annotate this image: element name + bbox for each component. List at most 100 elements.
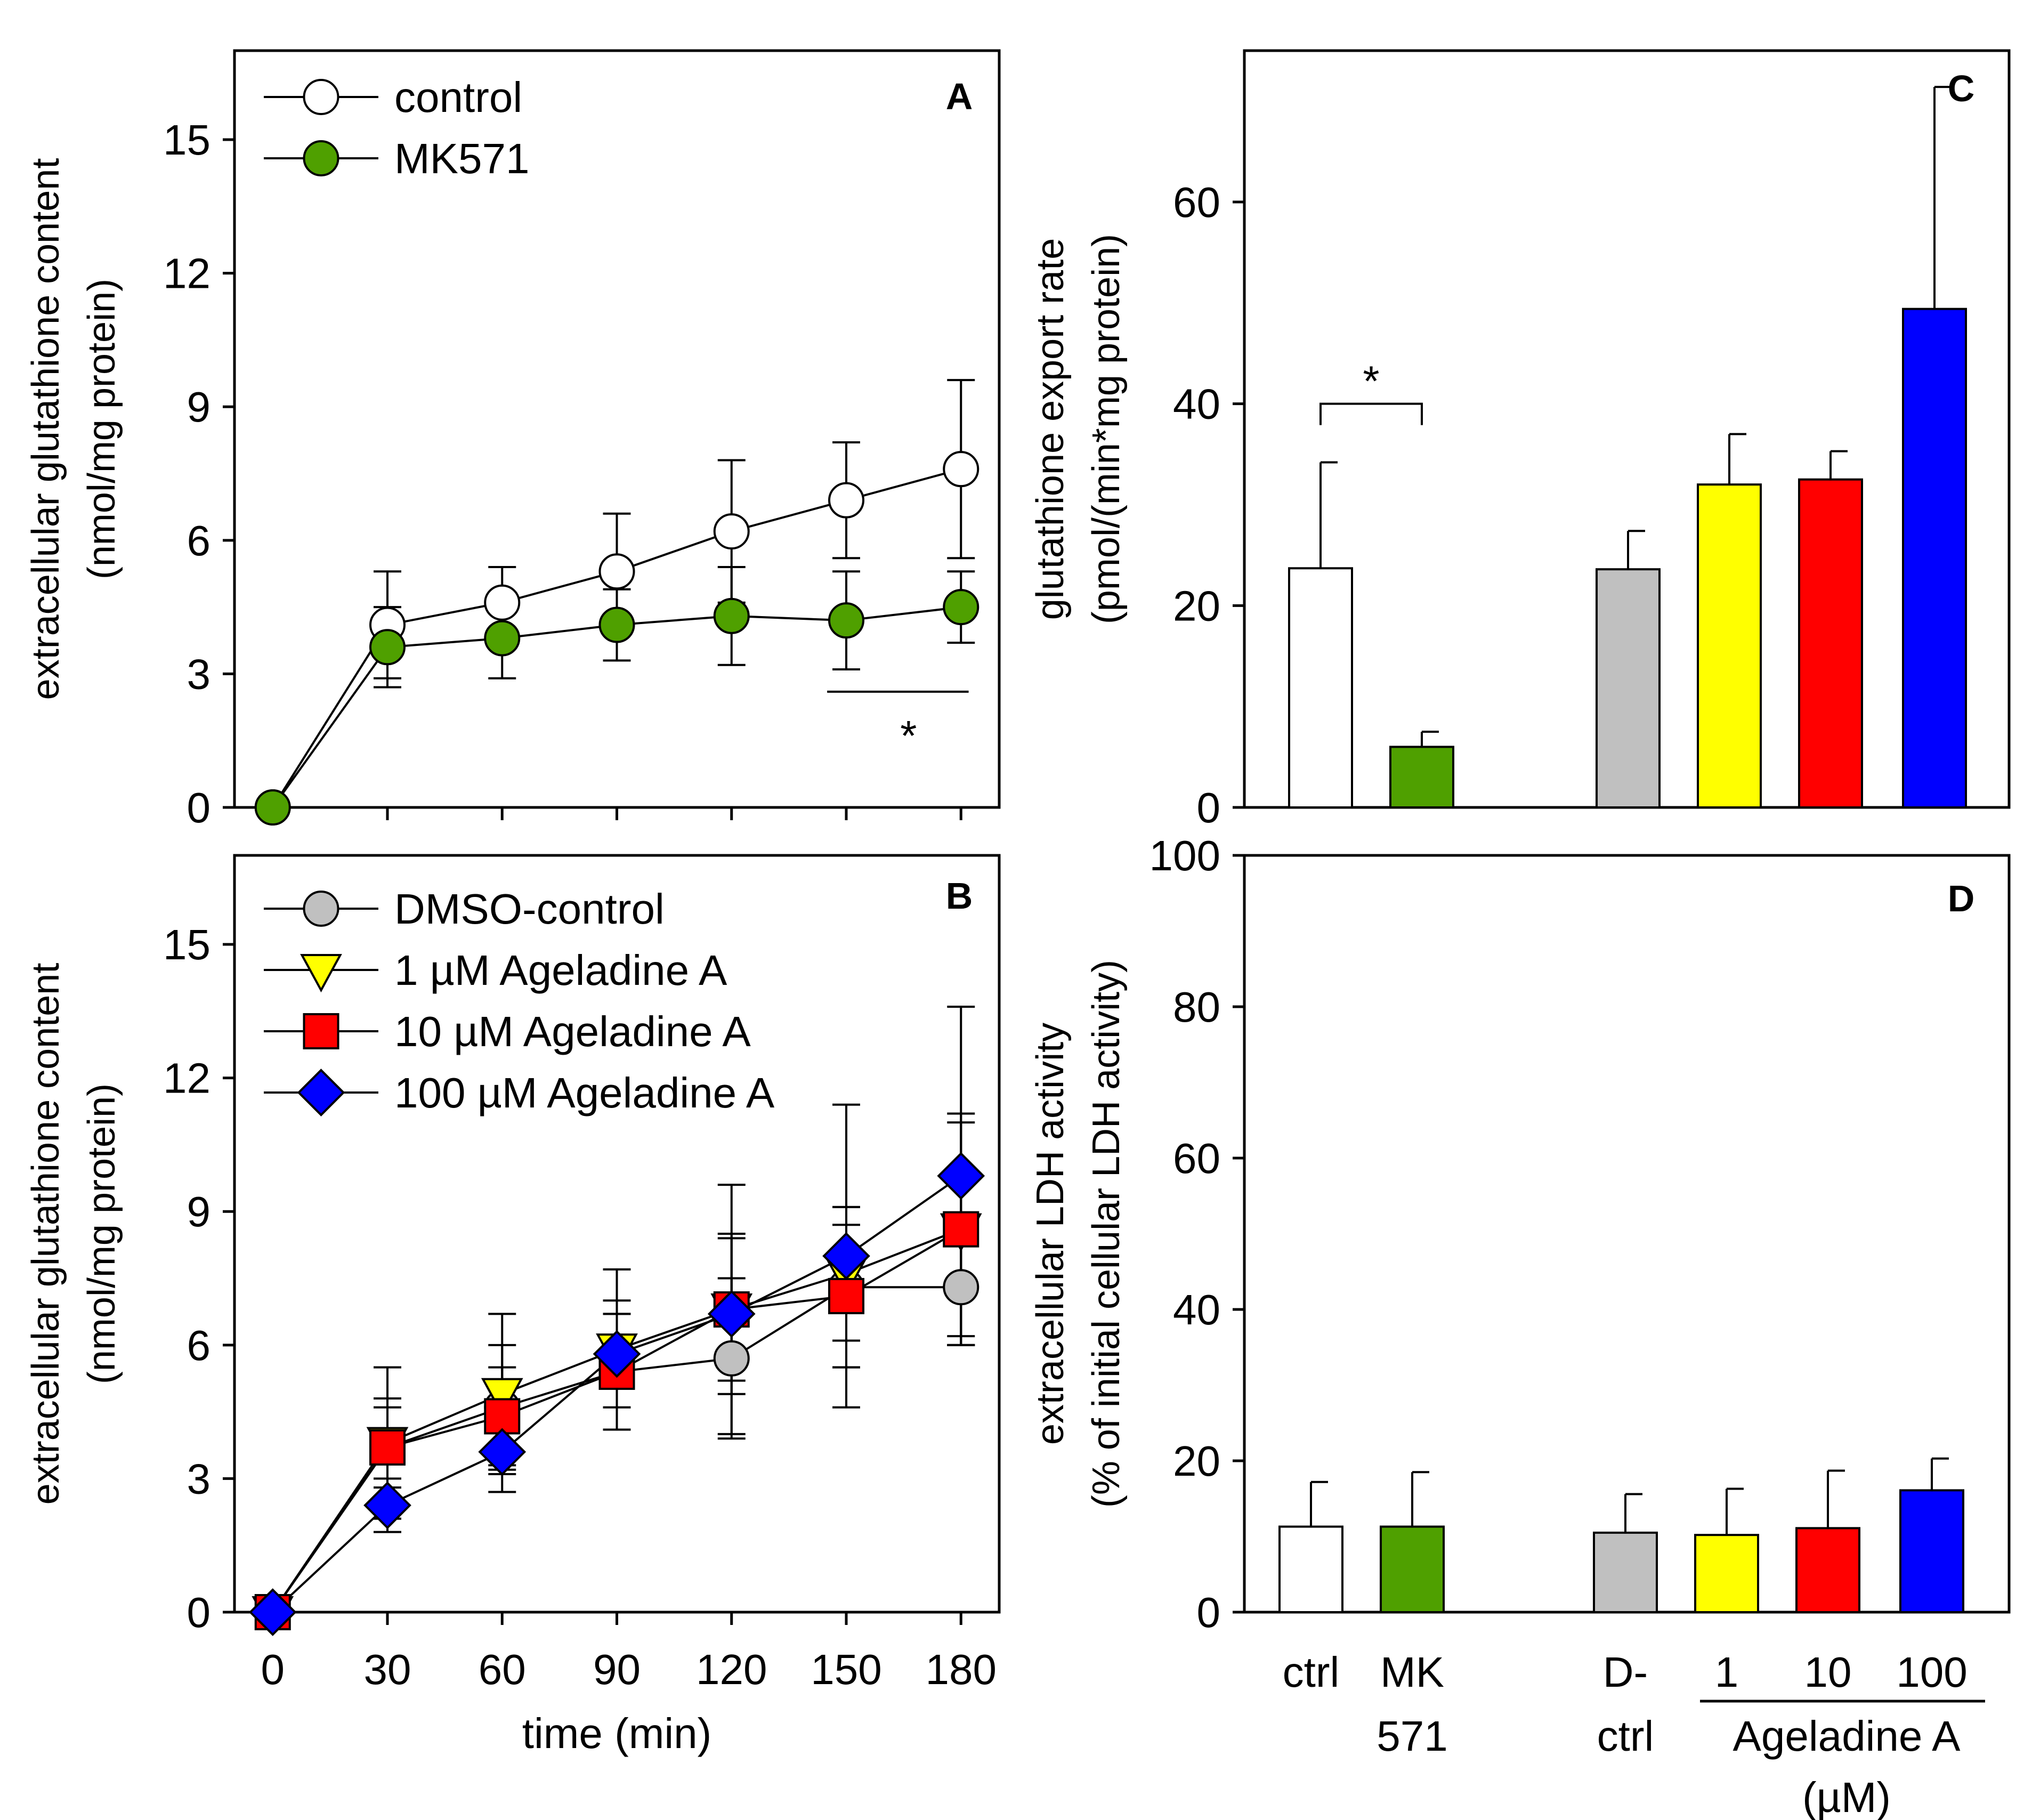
xcat-10: 10 [1804,1648,1852,1696]
y-tick-label: 20 [1173,1437,1220,1485]
y-axis-label-line1: extracellular glutathione content [25,158,67,700]
series-1 [272,565,975,808]
data-point [478,1428,527,1476]
data-point [481,1378,523,1417]
data-point [943,589,979,626]
data-point [254,789,291,826]
y-axis-label-line2: (nmol/mg protein) [80,1083,123,1384]
y-tick-label: 0 [187,1589,211,1636]
legend-marker [303,79,339,115]
bar-10 [1795,1527,1860,1613]
y-axis-label-line2: (% of initial cellular LDH activity) [1085,960,1128,1508]
bar-D-ctrl [1596,568,1661,808]
panel-d-letter: D [1948,878,1975,919]
y-axis-label-line2: (nmol/mg protein) [80,279,123,579]
bar-ctrl [1278,1525,1343,1614]
plot-frame [1243,854,2011,1614]
y-tick-label: 0 [1197,784,1221,831]
y-tick-label: 80 [1173,983,1220,1031]
data-point [363,1481,411,1530]
data-point [713,1340,750,1377]
data-point [943,1269,979,1306]
data-point [713,597,750,634]
x-tick-label: 30 [364,1646,411,1693]
legend-label: 100 µM Ageladine A [394,1069,775,1117]
legend-marker [303,1013,339,1049]
data-point [593,1330,641,1378]
y-tick-label: 9 [187,1188,211,1235]
y-tick-label: 15 [163,921,211,968]
y-tick-label: 9 [187,383,211,431]
legend-label: 10 µM Ageladine A [394,1008,751,1055]
y-tick-label: 40 [1173,1286,1220,1333]
xcat-mk-line2: 571 [1377,1712,1447,1760]
data-point [828,482,864,519]
data-point [598,553,635,590]
bar-MK571 [1380,1525,1445,1614]
bar-MK571 [1389,746,1454,809]
legend-label: 1 µM Ageladine A [394,947,727,994]
data-point [943,451,979,488]
y-tick-label: 20 [1173,582,1220,629]
y-tick-label: 40 [1173,381,1220,428]
y-tick-label: 12 [163,250,211,297]
x-tick-label: 90 [593,1646,641,1693]
bar-ctrl [1288,567,1353,809]
plot-frame [233,49,1001,809]
y-tick-label: 60 [1173,179,1220,226]
data-point [598,606,635,643]
data-point [937,1152,985,1200]
series-0 [272,379,975,808]
legend-label: DMSO-control [394,885,665,933]
x-tick-label: 150 [811,1646,881,1693]
y-tick-label: 0 [1197,1589,1221,1636]
data-point [484,1398,521,1435]
group-label: Ageladine A [1733,1712,1961,1760]
category-labels: ctrl MK 571 D- ctrl 1 10 100 Ageladine A… [1283,1648,1985,1820]
bar-1 [1694,1534,1759,1613]
x-tick-label: 60 [479,1646,526,1693]
xcat-100: 100 [1896,1648,1967,1696]
y-tick-label: 60 [1173,1135,1220,1182]
data-point [707,1290,756,1338]
legend-marker [300,954,342,993]
bar-100 [1899,1489,1964,1613]
xcat-1: 1 [1715,1648,1739,1696]
y-tick-label: 0 [187,784,211,831]
legend-marker [303,891,339,927]
group-unit: (µM) [1802,1774,1891,1820]
data-point [484,584,521,621]
bar-100 [1902,308,1967,808]
y-tick-label: 100 [1149,832,1220,879]
y-tick-label: 15 [163,116,211,164]
legend-marker [297,1069,345,1117]
x-axis-label: time (min) [522,1710,712,1757]
data-point [943,1211,979,1248]
panel-d-bar-chart: 0 20 40 60 80 100 extracellular LDH activity (%… [1029,832,2011,1636]
xcat-dctrl-line2: ctrl [1597,1712,1654,1760]
panel-a-letter: A [946,76,973,117]
significance-bracket [1319,402,1423,425]
data-point [828,602,864,639]
series-0 [272,1206,975,1613]
data-point [369,629,406,666]
y-tick-label: 3 [187,1455,211,1502]
data-point [484,620,521,657]
significance-star: * [900,712,917,759]
legend-label: control [394,74,522,121]
y-axis-label-line1: glutathione export rate [1029,238,1072,620]
panel-c-bar-chart: 0 20 40 60 glutathione export rate (pmol/(min… [1029,49,2011,831]
panel-a-line-chart: 0 3 6 9 12 15 extracellular glutathione conten… [25,49,1001,831]
legend-label: MK571 [394,135,529,182]
xcat-dctrl-line1: D- [1603,1648,1648,1696]
xcat-ctrl: ctrl [1283,1648,1340,1696]
data-point [822,1232,870,1280]
x-tick-label: 0 [261,1646,285,1693]
bar-1 [1697,483,1762,808]
panel-b-letter: B [946,875,973,917]
data-point [713,513,750,550]
x-tick-label: 120 [696,1646,767,1693]
x-tick-label: 180 [926,1646,997,1693]
